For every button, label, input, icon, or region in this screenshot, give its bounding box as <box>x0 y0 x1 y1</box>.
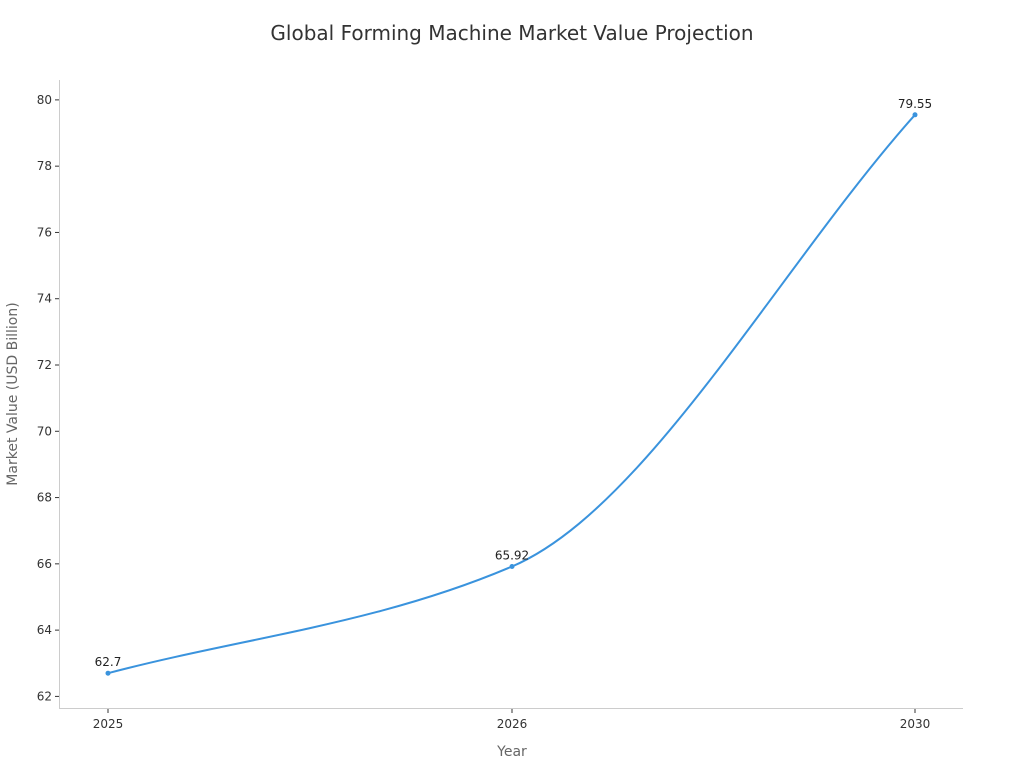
y-tick-label: 72 <box>37 358 52 372</box>
y-tick-label: 78 <box>37 159 52 173</box>
data-labels: 62.7 65.92 79.55 <box>95 97 933 669</box>
data-point <box>509 563 515 569</box>
y-tick-label: 64 <box>37 623 52 637</box>
chart-title: Global Forming Machine Market Value Proj… <box>270 21 753 45</box>
series-layer <box>105 112 918 676</box>
data-label: 79.55 <box>898 97 932 111</box>
y-tick-label: 76 <box>37 225 52 239</box>
y-axis-title: Market Value (USD Billion) <box>5 302 21 485</box>
data-label: 65.92 <box>495 548 529 562</box>
y-tick-label: 80 <box>37 93 52 107</box>
y-tick-label: 74 <box>37 292 52 306</box>
y-tick-label: 66 <box>37 557 52 571</box>
series-line <box>107 114 916 675</box>
x-tick-label: 2025 <box>93 717 124 731</box>
y-tick-label: 70 <box>37 424 52 438</box>
x-tick-label: 2026 <box>497 717 528 731</box>
y-axis-ticks: 62 64 66 68 70 72 74 76 78 80 <box>37 93 59 703</box>
data-label: 62.7 <box>95 655 122 669</box>
y-tick-label: 68 <box>37 491 52 505</box>
x-axis-ticks: 2025 2026 2030 <box>93 709 931 731</box>
x-tick-label: 2030 <box>900 717 931 731</box>
data-point <box>912 112 918 118</box>
x-axis-title: Year <box>496 744 527 760</box>
y-tick-label: 62 <box>37 689 52 703</box>
data-point <box>105 670 111 676</box>
